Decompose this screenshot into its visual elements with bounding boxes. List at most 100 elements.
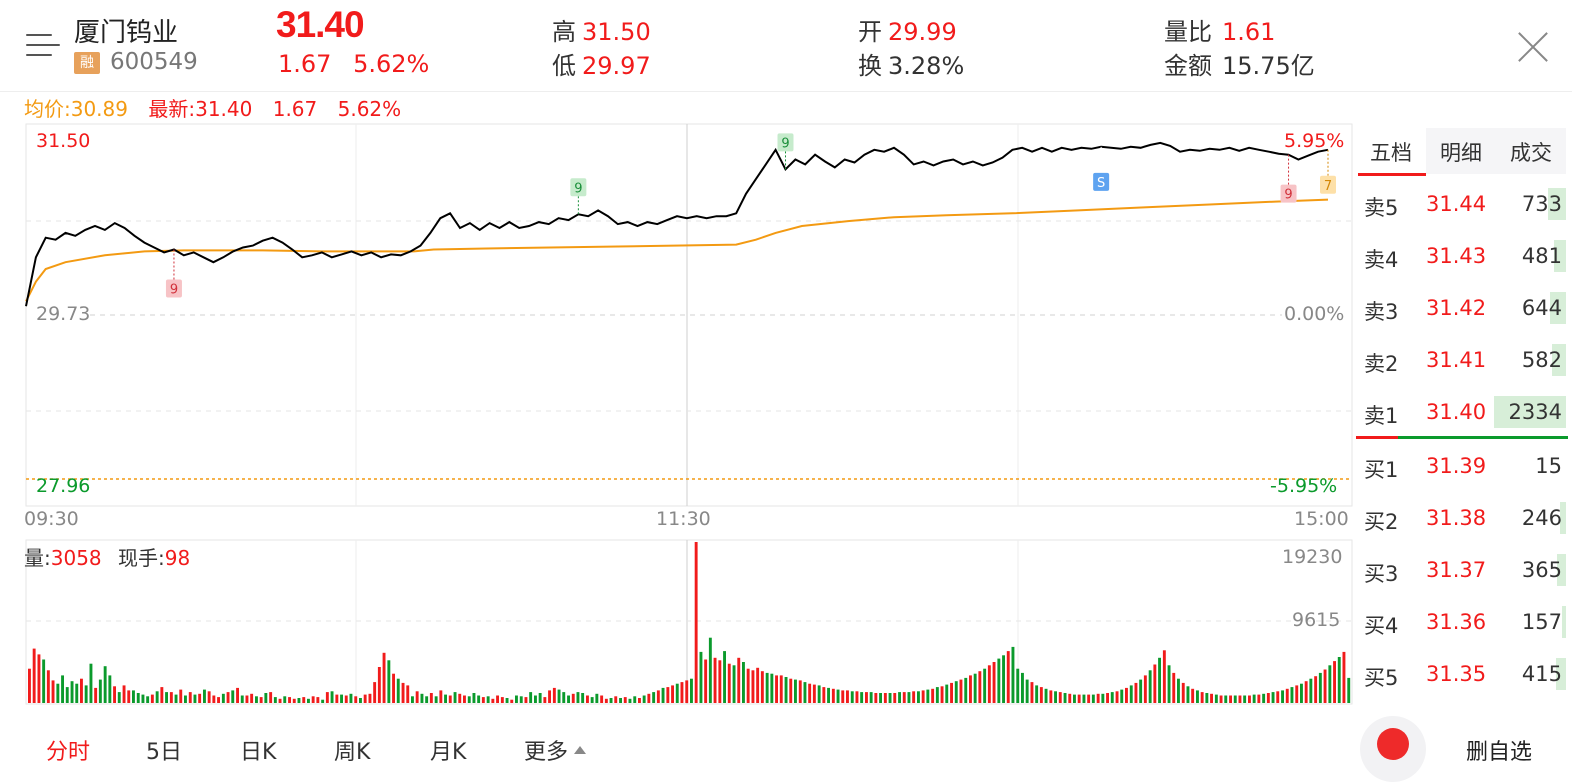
volume-bar — [1556, 658, 1566, 690]
volume-bar — [552, 687, 556, 703]
volume-bar — [302, 697, 306, 703]
volume-bar — [713, 657, 717, 703]
ask-row[interactable]: 卖1 31.40 2334 — [1356, 392, 1566, 432]
volume-bar — [1229, 695, 1232, 703]
ask-bid-split-green — [1398, 436, 1568, 439]
order-price: 31.39 — [1426, 454, 1487, 478]
ask-row[interactable]: 卖3 31.42 644 — [1356, 288, 1566, 328]
volume-bar — [1238, 695, 1242, 703]
volume-bar — [273, 697, 277, 703]
volume-bar — [80, 678, 83, 703]
volume-bar — [316, 697, 320, 703]
volume-bar — [1248, 695, 1251, 703]
volume-bar — [794, 679, 797, 703]
volume-bar — [690, 678, 693, 703]
order-side: 买5 — [1364, 666, 1399, 690]
volume-bar — [604, 698, 608, 703]
volume-bar — [1550, 292, 1566, 324]
volume-bar — [803, 682, 807, 703]
volume-bar — [429, 693, 433, 703]
tab-five-levels[interactable]: 五档 — [1370, 141, 1412, 165]
tab-daily-k[interactable]: 日K — [240, 740, 277, 765]
tab-active-indicator — [1358, 173, 1426, 176]
volume-bar — [472, 693, 476, 703]
volume-bar — [1262, 693, 1266, 703]
volume-bar — [543, 697, 547, 703]
remove-favorite-button[interactable]: 删自选 — [1466, 740, 1533, 765]
volume-bar — [959, 679, 963, 703]
intraday-chart[interactable]: 9 9 9 S 9 7 — [0, 0, 1572, 720]
volume-bar — [557, 689, 561, 703]
bid-row[interactable]: 买5 31.35 415 — [1356, 654, 1566, 694]
volume-bar — [798, 680, 802, 703]
volume-bar — [70, 681, 74, 703]
tab-trades[interactable]: 成交 — [1496, 128, 1566, 174]
volume-bar — [623, 697, 627, 703]
ask-row[interactable]: 卖2 31.41 582 — [1356, 340, 1566, 380]
tab-more[interactable]: 更多 — [524, 734, 587, 766]
volume-bar — [46, 670, 50, 703]
tab-detail[interactable]: 明细 — [1426, 128, 1496, 174]
volume-bar — [1342, 651, 1346, 703]
volume-bar — [708, 637, 712, 703]
menu-icon[interactable] — [26, 32, 60, 60]
stat-high: 高 31.50 — [552, 18, 651, 46]
avg-price-label: 均价:30.89 — [24, 97, 128, 121]
order-side: 卖1 — [1364, 404, 1399, 428]
volume-bar — [250, 693, 254, 703]
volume-bar — [1233, 695, 1237, 703]
marker-label: 7 — [1324, 179, 1332, 194]
volume-bar — [718, 660, 722, 703]
latest-change: 1.67 — [272, 97, 318, 121]
stat-volume-ratio: 量比 1.61 — [1164, 18, 1276, 46]
volume-bar — [108, 675, 112, 703]
bid-row[interactable]: 买2 31.38 246 — [1356, 498, 1566, 538]
volume-bar — [1243, 695, 1247, 703]
marker-label: 9 — [781, 136, 789, 151]
volume-bar — [619, 698, 622, 703]
tab-monthly-k[interactable]: 月K — [430, 740, 467, 765]
volume-bar — [240, 695, 244, 703]
volume-bar — [425, 696, 429, 703]
bid-row[interactable]: 买3 31.37 365 — [1356, 550, 1566, 590]
volume-bar — [150, 694, 154, 703]
price-line — [25, 141, 1329, 307]
volume-bar — [746, 668, 750, 703]
volume-bar — [950, 682, 953, 703]
ask-row[interactable]: 卖5 31.44 733 — [1356, 184, 1566, 224]
y-left-top: 31.50 — [36, 130, 91, 152]
change-value: 1.67 — [278, 50, 332, 78]
volume-bar — [1143, 675, 1147, 703]
volume-bar — [382, 652, 386, 703]
volume-bar — [221, 693, 225, 703]
volume-bar — [1167, 665, 1171, 703]
order-price: 31.43 — [1426, 244, 1487, 268]
volume-bar — [207, 691, 211, 703]
order-book-tabs: 五档 明细 成交 — [1356, 128, 1566, 174]
volume-bar — [510, 699, 514, 703]
volume-bar — [155, 691, 159, 703]
volume-bar — [519, 696, 523, 703]
volume-bar — [1063, 693, 1067, 703]
fav-dot-icon — [1377, 728, 1409, 760]
volume-bar — [226, 692, 230, 703]
volume-bar — [969, 675, 972, 703]
chart-grid — [25, 123, 1353, 705]
volume-bar — [1557, 554, 1566, 586]
volume-bar — [1129, 685, 1133, 703]
tab-5day[interactable]: 5日 — [146, 740, 182, 765]
volume-bar — [1337, 657, 1341, 703]
volume-bar — [775, 675, 778, 703]
tab-intraday[interactable]: 分时 — [46, 740, 91, 765]
ask-row[interactable]: 卖4 31.43 481 — [1356, 236, 1566, 276]
volume-bar — [1115, 691, 1119, 703]
tab-weekly-k[interactable]: 周K — [334, 740, 371, 765]
volume-bar — [935, 687, 939, 703]
bid-row[interactable]: 买1 31.39 15 — [1356, 446, 1566, 486]
volume-bar — [841, 690, 845, 703]
volume-bar — [359, 698, 362, 703]
volume-bar — [685, 680, 689, 703]
volume-bar — [127, 690, 131, 703]
bid-row[interactable]: 买4 31.36 157 — [1356, 602, 1566, 642]
volume-bar — [1091, 694, 1095, 703]
